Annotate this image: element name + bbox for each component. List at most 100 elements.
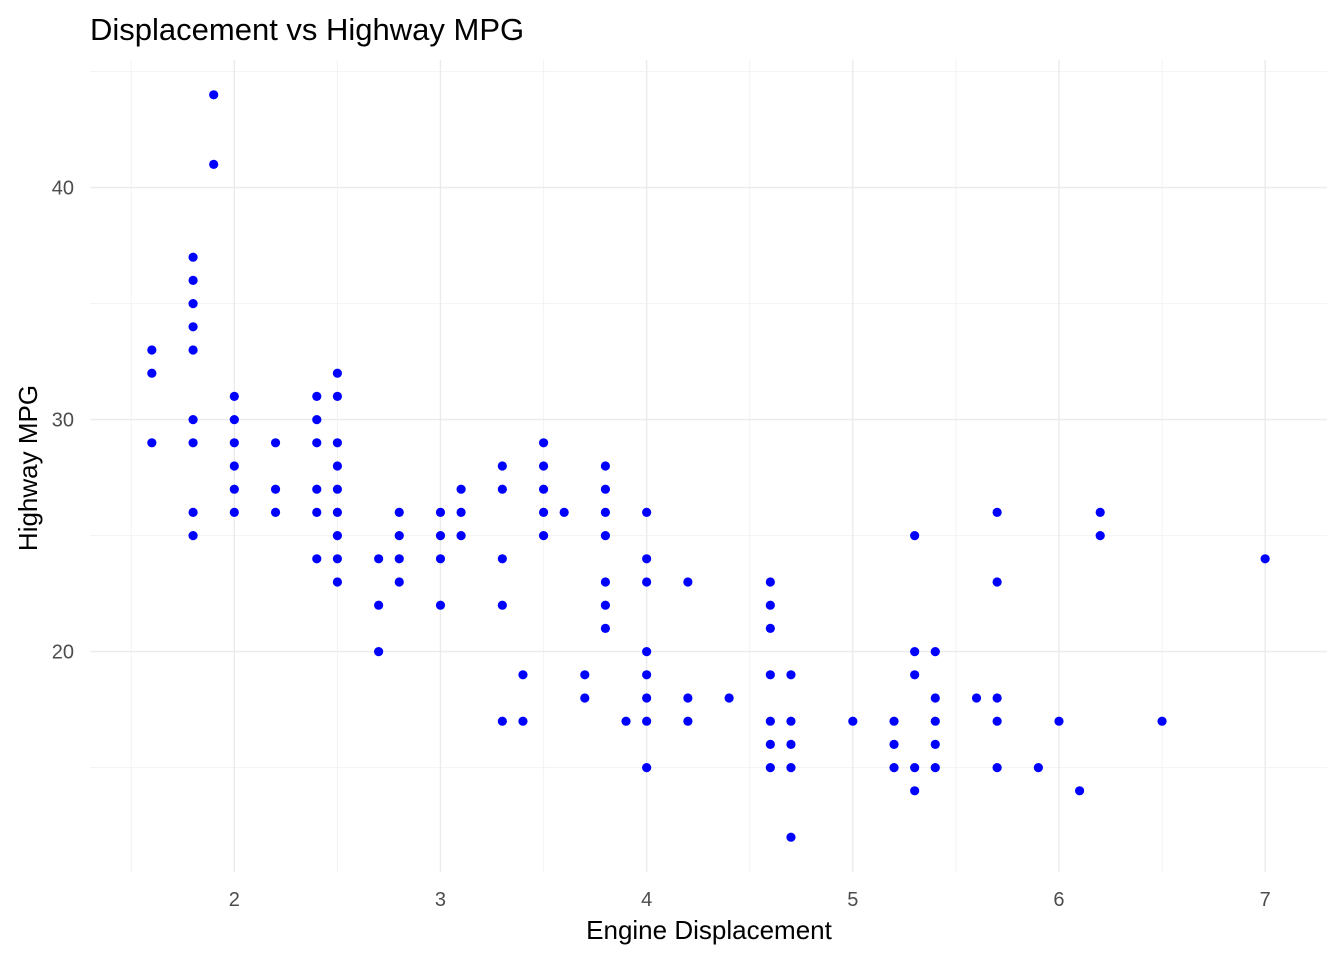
data-point xyxy=(992,577,1002,587)
data-point xyxy=(332,391,342,401)
data-point xyxy=(147,438,157,448)
y-tick-label: 40 xyxy=(52,178,74,200)
data-point xyxy=(910,786,920,796)
data-point xyxy=(229,391,239,401)
data-point xyxy=(642,554,652,564)
data-point xyxy=(332,507,342,517)
data-point xyxy=(600,577,611,587)
data-point xyxy=(394,577,404,587)
data-point xyxy=(765,623,775,634)
data-point xyxy=(188,252,198,262)
data-point xyxy=(580,693,590,703)
data-point xyxy=(1260,554,1270,564)
data-point xyxy=(188,275,198,285)
data-point xyxy=(971,693,982,703)
data-point xyxy=(147,368,157,378)
data-point xyxy=(765,670,775,680)
data-point xyxy=(332,461,342,471)
data-point xyxy=(889,716,899,726)
data-point xyxy=(209,159,219,169)
data-point xyxy=(229,461,239,471)
data-point xyxy=(600,484,611,494)
data-point xyxy=(600,507,611,517)
data-point xyxy=(312,438,322,448)
y-axis-title: Highway MPG xyxy=(13,385,43,551)
data-point xyxy=(188,322,198,332)
data-point xyxy=(435,507,446,517)
data-point xyxy=(538,507,549,517)
data-point xyxy=(930,647,940,657)
data-point xyxy=(1157,716,1167,726)
data-point xyxy=(765,577,775,587)
data-point xyxy=(270,438,281,448)
data-point xyxy=(1033,763,1043,773)
x-tick-label: 2 xyxy=(229,889,240,911)
data-point xyxy=(600,531,611,541)
data-point xyxy=(374,647,384,657)
data-point xyxy=(559,507,569,517)
data-point xyxy=(229,484,239,494)
y-axis-ticks: 20 30 40 xyxy=(52,178,74,664)
data-point xyxy=(394,507,404,517)
data-point xyxy=(930,693,940,703)
data-point xyxy=(889,739,899,750)
data-point xyxy=(188,531,198,541)
data-point xyxy=(642,577,652,587)
data-point xyxy=(497,554,507,564)
data-point xyxy=(394,531,404,541)
data-point xyxy=(147,345,157,355)
data-point xyxy=(456,484,466,494)
data-point xyxy=(497,600,507,610)
data-point xyxy=(600,461,611,471)
data-point xyxy=(621,716,631,726)
x-tick-label: 5 xyxy=(847,889,858,911)
data-point xyxy=(435,531,446,541)
data-point xyxy=(992,716,1002,726)
data-point xyxy=(930,763,940,773)
data-point xyxy=(683,693,693,703)
data-point xyxy=(497,461,507,471)
data-point xyxy=(1054,716,1064,726)
data-point xyxy=(910,670,920,680)
data-point xyxy=(848,716,858,726)
data-point xyxy=(312,554,322,564)
data-point xyxy=(600,600,611,610)
data-point xyxy=(188,438,198,448)
data-point xyxy=(456,531,466,541)
data-point xyxy=(683,577,693,587)
data-point xyxy=(188,345,198,355)
data-point xyxy=(332,484,342,494)
chart-title: Displacement vs Highway MPG xyxy=(90,12,524,47)
data-point xyxy=(270,507,281,517)
data-point xyxy=(538,484,549,494)
data-point xyxy=(312,484,322,494)
data-point xyxy=(229,507,239,517)
data-point xyxy=(229,415,239,425)
data-point xyxy=(374,600,384,610)
data-point xyxy=(497,716,507,726)
data-point xyxy=(992,763,1002,773)
data-point xyxy=(312,391,322,401)
data-point xyxy=(765,716,775,726)
data-point xyxy=(642,670,652,680)
data-point xyxy=(538,531,549,541)
x-axis-title: Engine Displacement xyxy=(586,915,832,945)
x-tick-label: 3 xyxy=(435,889,446,911)
data-point xyxy=(724,693,734,703)
data-point xyxy=(786,763,796,773)
data-point xyxy=(188,299,198,309)
data-point xyxy=(992,507,1002,517)
data-point xyxy=(435,600,446,610)
data-point xyxy=(765,600,775,610)
data-point xyxy=(786,832,796,842)
data-point xyxy=(642,507,652,517)
data-point xyxy=(642,647,652,657)
y-tick-label: 30 xyxy=(52,410,74,432)
data-point xyxy=(332,531,342,541)
data-point xyxy=(600,623,611,634)
data-point xyxy=(786,739,796,750)
data-point xyxy=(312,507,322,517)
data-point xyxy=(332,554,342,564)
data-point xyxy=(992,693,1002,703)
data-point xyxy=(786,670,796,680)
